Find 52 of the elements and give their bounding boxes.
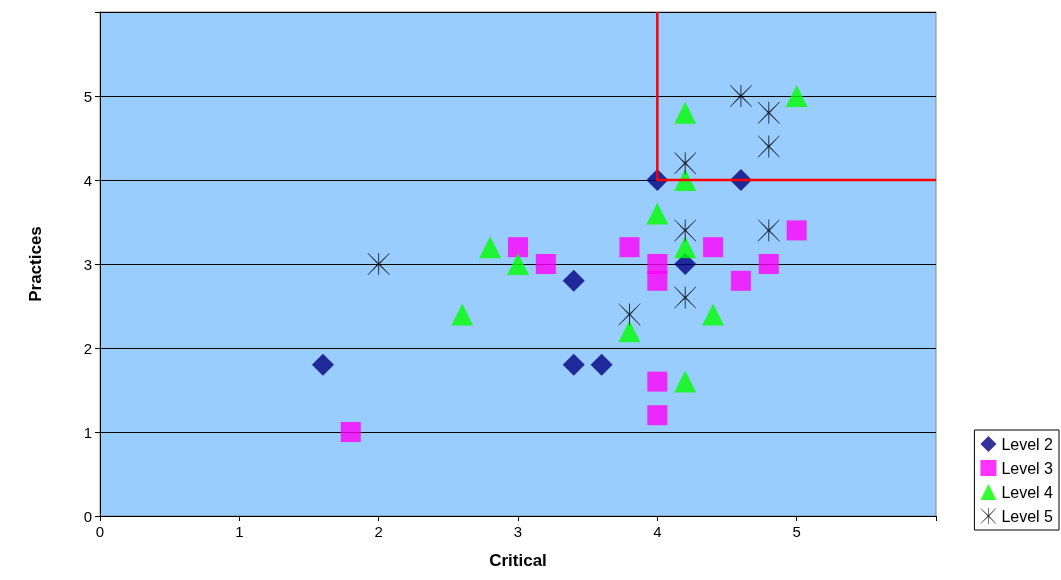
point (702, 303, 725, 326)
point (508, 237, 528, 258)
point (507, 253, 529, 275)
x-tick-label: 3 (513, 523, 523, 540)
point (757, 219, 780, 242)
point (618, 320, 641, 343)
y-tick-label: 1 (83, 423, 92, 441)
point (729, 85, 752, 107)
x-tick-label: 0 (95, 523, 105, 540)
point (340, 422, 361, 442)
point (730, 270, 751, 291)
point (757, 101, 780, 124)
point (618, 303, 641, 326)
x-tick-label: 5 (792, 523, 801, 540)
legend-label: Level 2 (1001, 435, 1054, 453)
legend-label: Level 5 (1001, 507, 1054, 525)
y-tick-label: 4 (83, 171, 92, 189)
point (785, 85, 808, 107)
x-tick-label: 2 (374, 523, 383, 540)
y-tick-label: 5 (83, 87, 92, 105)
point (674, 152, 697, 175)
point (646, 202, 669, 225)
legend-label: Level 3 (1001, 459, 1054, 477)
point (619, 237, 640, 258)
y-axis-title: Practices (26, 226, 45, 302)
point (674, 219, 697, 242)
x-axis-title: Critical (489, 551, 547, 570)
point (757, 135, 780, 158)
point (451, 303, 474, 326)
point (703, 237, 724, 258)
point (758, 254, 779, 274)
point (311, 353, 334, 376)
point (562, 269, 585, 292)
point (535, 254, 556, 274)
x-tick-label: 4 (653, 523, 662, 540)
point (786, 220, 807, 241)
point (562, 353, 585, 376)
y-tick-label: 3 (83, 255, 92, 273)
point (479, 236, 502, 259)
point (647, 371, 668, 392)
y-tick-label: 0 (83, 507, 92, 525)
point (647, 270, 668, 291)
legend-label: Level 4 (1001, 483, 1054, 501)
x-tick-label: 1 (235, 523, 244, 540)
point (674, 101, 697, 124)
point (674, 286, 697, 309)
point (647, 405, 668, 426)
point (367, 253, 390, 275)
point (674, 370, 697, 393)
y-tick-label: 2 (83, 339, 92, 357)
point (674, 236, 697, 259)
point (590, 353, 613, 376)
